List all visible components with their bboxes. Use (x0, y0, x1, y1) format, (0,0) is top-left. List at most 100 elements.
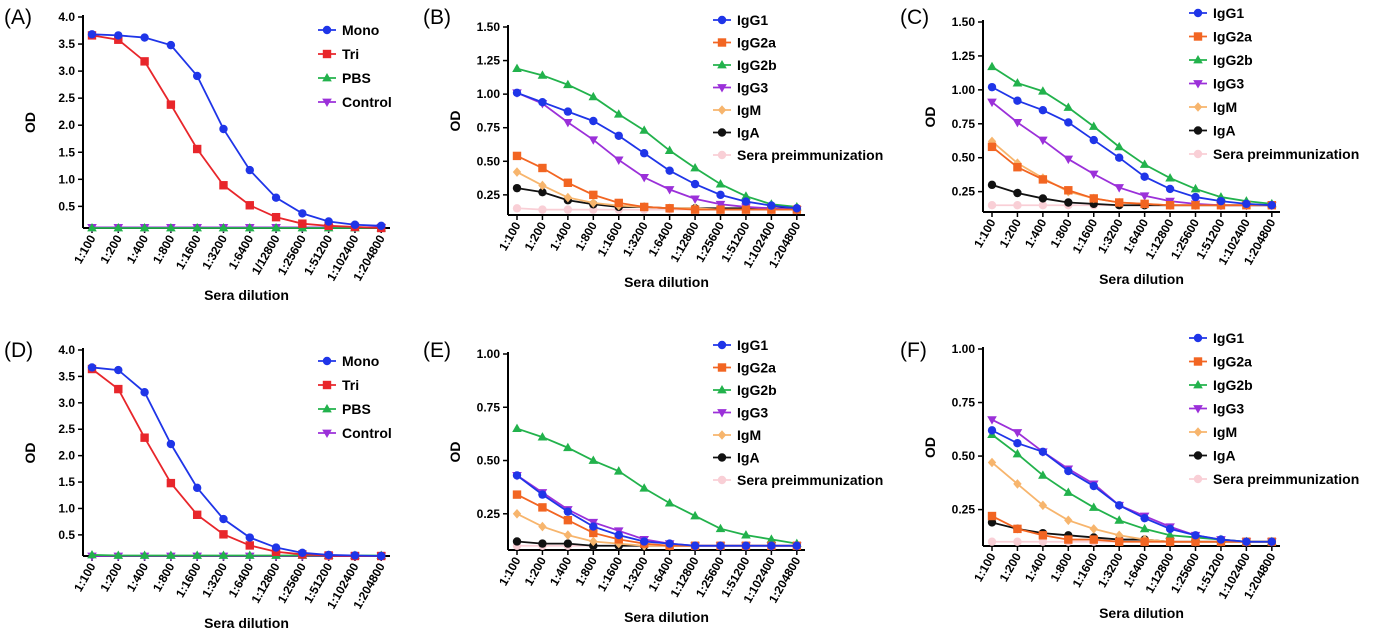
x-tick-label: 1:400 (1022, 216, 1050, 250)
data-point (113, 223, 124, 232)
data-point (665, 204, 674, 213)
panel-label: (C) (900, 6, 929, 29)
data-point (538, 539, 547, 548)
chart-panel-e: (E)0.250.500.751.001:1001:2001:4001:8001… (423, 337, 883, 625)
data-point (1012, 429, 1023, 438)
legend-item: IgA (1189, 448, 1236, 464)
legend-swatch-marker (717, 453, 727, 462)
data-point (987, 61, 997, 71)
legend-label: Control (342, 94, 392, 110)
legend-item: IgG2b (713, 382, 777, 398)
panel-label: (A) (4, 6, 32, 29)
chart-panel-f: (F)0.250.500.751.001:1001:2001:4001:8001… (900, 330, 1359, 621)
data-point (766, 534, 777, 543)
legend-item: Sera preimmunization (1189, 471, 1359, 487)
x-axis-title: Sera dilution (204, 287, 289, 303)
data-point (324, 217, 333, 226)
data-point (639, 174, 649, 183)
series-igg1 (987, 426, 1277, 546)
x-tick-label: 1:100 (971, 550, 999, 584)
x-tick-label: 1:200 (997, 550, 1025, 584)
data-point (1064, 466, 1073, 476)
data-point (512, 183, 522, 193)
series-line (91, 33, 382, 227)
data-point (589, 116, 598, 126)
data-point (563, 205, 573, 214)
legend-swatch-marker (717, 363, 727, 372)
data-point (690, 179, 700, 189)
data-point (166, 439, 176, 449)
y-tick-label: 0.50 (952, 151, 976, 165)
legend-swatch-marker (1193, 32, 1203, 41)
data-point (741, 530, 751, 539)
legend-label: IgM (737, 102, 761, 118)
data-point (271, 547, 281, 556)
legend-swatch-marker (1193, 149, 1203, 159)
legend-swatch-marker (322, 49, 332, 59)
data-point (614, 535, 623, 544)
data-point (690, 510, 700, 520)
data-point (538, 503, 547, 512)
legend-item: IgG2a (713, 360, 776, 376)
y-tick-label: 4.0 (58, 343, 75, 357)
x-axis-title: Sera dilution (204, 615, 289, 631)
data-point (1012, 448, 1023, 458)
data-point (588, 455, 599, 464)
data-point (1012, 78, 1023, 87)
legend-label: IgG2a (1213, 354, 1252, 370)
data-point (1114, 515, 1124, 524)
y-tick-label: 1.50 (477, 20, 501, 34)
x-tick-label: 1:100 (971, 216, 999, 250)
data-point (639, 483, 649, 492)
data-point (1114, 141, 1124, 151)
data-point (1089, 535, 1098, 544)
legend-swatch-marker (1193, 380, 1203, 389)
data-point (538, 98, 547, 107)
data-point (244, 550, 255, 559)
data-point (1242, 537, 1251, 546)
data-point (1038, 531, 1048, 540)
legend-item: IgG1 (1189, 5, 1244, 21)
data-point (192, 223, 202, 232)
data-point (538, 205, 547, 214)
legend-item: IgG2b (1189, 52, 1253, 68)
data-point (512, 151, 522, 161)
data-point (563, 192, 573, 203)
y-tick-label: 1.00 (952, 83, 976, 97)
legend-swatch-marker (717, 340, 727, 350)
data-point (1063, 487, 1074, 496)
data-point (192, 550, 202, 559)
data-point (987, 82, 997, 92)
data-point (1089, 481, 1098, 491)
legend-swatch-marker (1193, 80, 1203, 89)
data-point (1216, 196, 1226, 206)
data-point (114, 384, 123, 394)
legend-label: Mono (342, 353, 379, 369)
series-igg1 (987, 82, 1277, 210)
data-point (219, 124, 228, 134)
data-point (538, 490, 547, 499)
legend-label: IgG2a (1213, 29, 1252, 45)
data-point (589, 522, 598, 531)
data-point (716, 205, 725, 214)
y-tick-label: 3.0 (58, 64, 75, 78)
data-point (1165, 537, 1175, 546)
data-point (614, 131, 623, 140)
data-point (350, 220, 360, 229)
legend-swatch-marker (1193, 427, 1203, 437)
data-point (512, 167, 522, 177)
legend-swatch-marker (717, 385, 727, 394)
series-line (516, 155, 797, 211)
panel-label: (E) (423, 339, 451, 362)
data-point (1140, 537, 1149, 546)
data-point (588, 136, 599, 145)
legend-swatch-marker (1193, 451, 1203, 460)
data-point (1038, 194, 1048, 203)
data-point (1013, 524, 1022, 534)
x-axis-title: Sera dilution (624, 609, 709, 625)
legend-swatch-marker (717, 60, 727, 69)
data-point (538, 521, 547, 532)
data-point (563, 507, 573, 516)
series-tri (87, 31, 386, 233)
data-point (1140, 199, 1149, 209)
